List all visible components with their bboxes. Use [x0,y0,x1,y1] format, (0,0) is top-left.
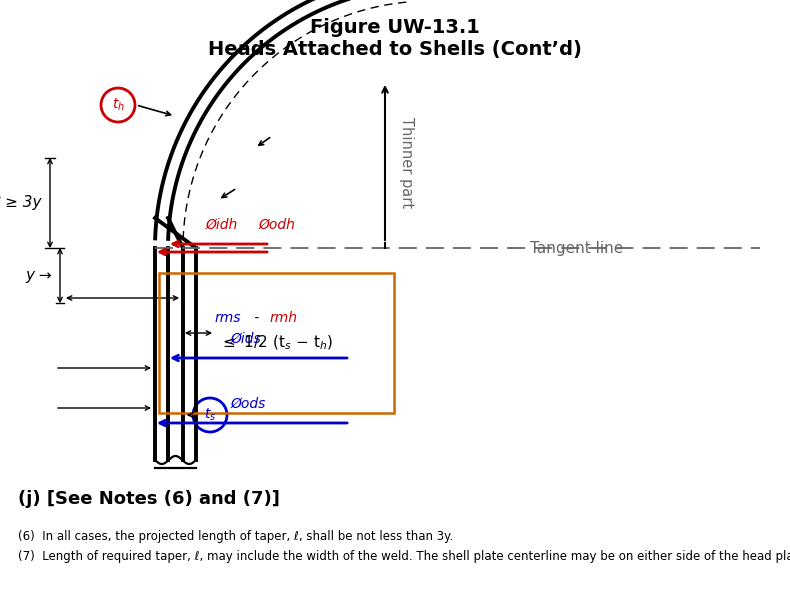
Text: $\leq$ 1/2 (t$_s$ $-$ t$_h$): $\leq$ 1/2 (t$_s$ $-$ t$_h$) [220,334,333,352]
Text: Tangent line: Tangent line [530,241,623,256]
Text: $t_s$: $t_s$ [204,407,216,423]
Text: (7)  Length of required taper, ℓ, may include the width of the weld. The shell p: (7) Length of required taper, ℓ, may inc… [18,550,790,563]
Text: rmh: rmh [270,311,298,325]
Text: y →: y → [25,268,52,283]
Text: (6)  In all cases, the projected length of taper, ℓ, shall be not less than 3y.: (6) In all cases, the projected length o… [18,530,453,543]
Text: Thinner part: Thinner part [399,118,414,209]
Text: ℓ ≥ 3y: ℓ ≥ 3y [0,195,42,210]
Text: Øods: Øods [230,397,265,411]
Text: -: - [250,311,264,325]
Text: Heads Attached to Shells (Cont’d): Heads Attached to Shells (Cont’d) [208,40,582,59]
Text: Figure UW-13.1: Figure UW-13.1 [310,18,480,37]
Text: $t_h$: $t_h$ [111,97,125,113]
Text: rms: rms [215,311,242,325]
Text: Øidh: Øidh [205,218,237,232]
Text: Øids: Øids [230,332,261,346]
Text: Øodh: Øodh [258,218,295,232]
Text: (j) [See Notes (6) and (7)]: (j) [See Notes (6) and (7)] [18,490,280,508]
